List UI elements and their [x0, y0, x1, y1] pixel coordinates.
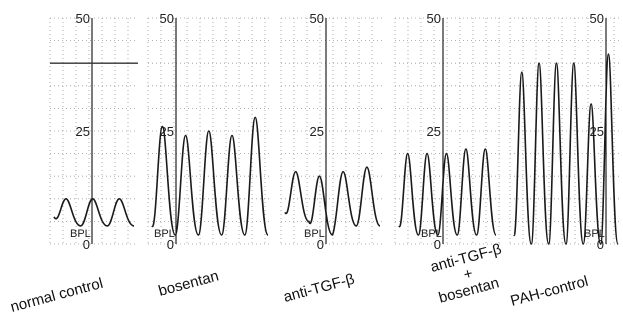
panel-label: anti-TGF-β+bosentan — [429, 241, 504, 307]
y-tick-label: 50 — [76, 11, 90, 26]
pressure-trace — [151, 116, 269, 236]
y-tick-label: 25 — [590, 124, 604, 139]
y-tick-label: 25 — [427, 124, 441, 139]
y-tick-label: 0 — [83, 237, 90, 252]
grid — [394, 17, 500, 245]
panel-label-line: anti-TGF-β — [282, 271, 357, 306]
pressure-trace — [513, 53, 619, 245]
labels-layer: normal control bosentan anti-TGF-β anti-TGF… — [9, 241, 590, 316]
panel-label-line: PAH-control — [509, 273, 590, 310]
y-tick-label: 50 — [160, 11, 174, 26]
baseline-label: BPL — [584, 228, 605, 240]
pressure-trace — [53, 197, 135, 227]
pressure-trace — [398, 148, 497, 236]
panel-label-line: bosentan — [157, 267, 221, 299]
y-tick-label: 50 — [427, 11, 441, 26]
baseline-label: BPL — [421, 228, 442, 240]
baseline-label: BPL — [154, 228, 175, 240]
panel-label: normal control — [9, 275, 105, 316]
y-tick-label: 50 — [590, 11, 604, 26]
baseline-label: BPL — [304, 228, 325, 240]
y-tick-label: 25 — [310, 124, 324, 139]
panel-label: PAH-control — [509, 273, 590, 310]
panel-label-line: normal control — [9, 275, 105, 316]
grid — [280, 17, 384, 245]
baseline-label: BPL — [70, 228, 91, 240]
panel-label: bosentan — [157, 267, 221, 299]
y-tick-label: 25 — [76, 124, 90, 139]
y-tick-label: 50 — [310, 11, 324, 26]
y-tick-label: 0 — [167, 237, 174, 252]
panel-label: anti-TGF-β — [282, 271, 357, 306]
pressure-trace — [284, 166, 381, 236]
y-tick-label: 0 — [434, 237, 441, 252]
y-tick-label: 0 — [317, 237, 324, 252]
